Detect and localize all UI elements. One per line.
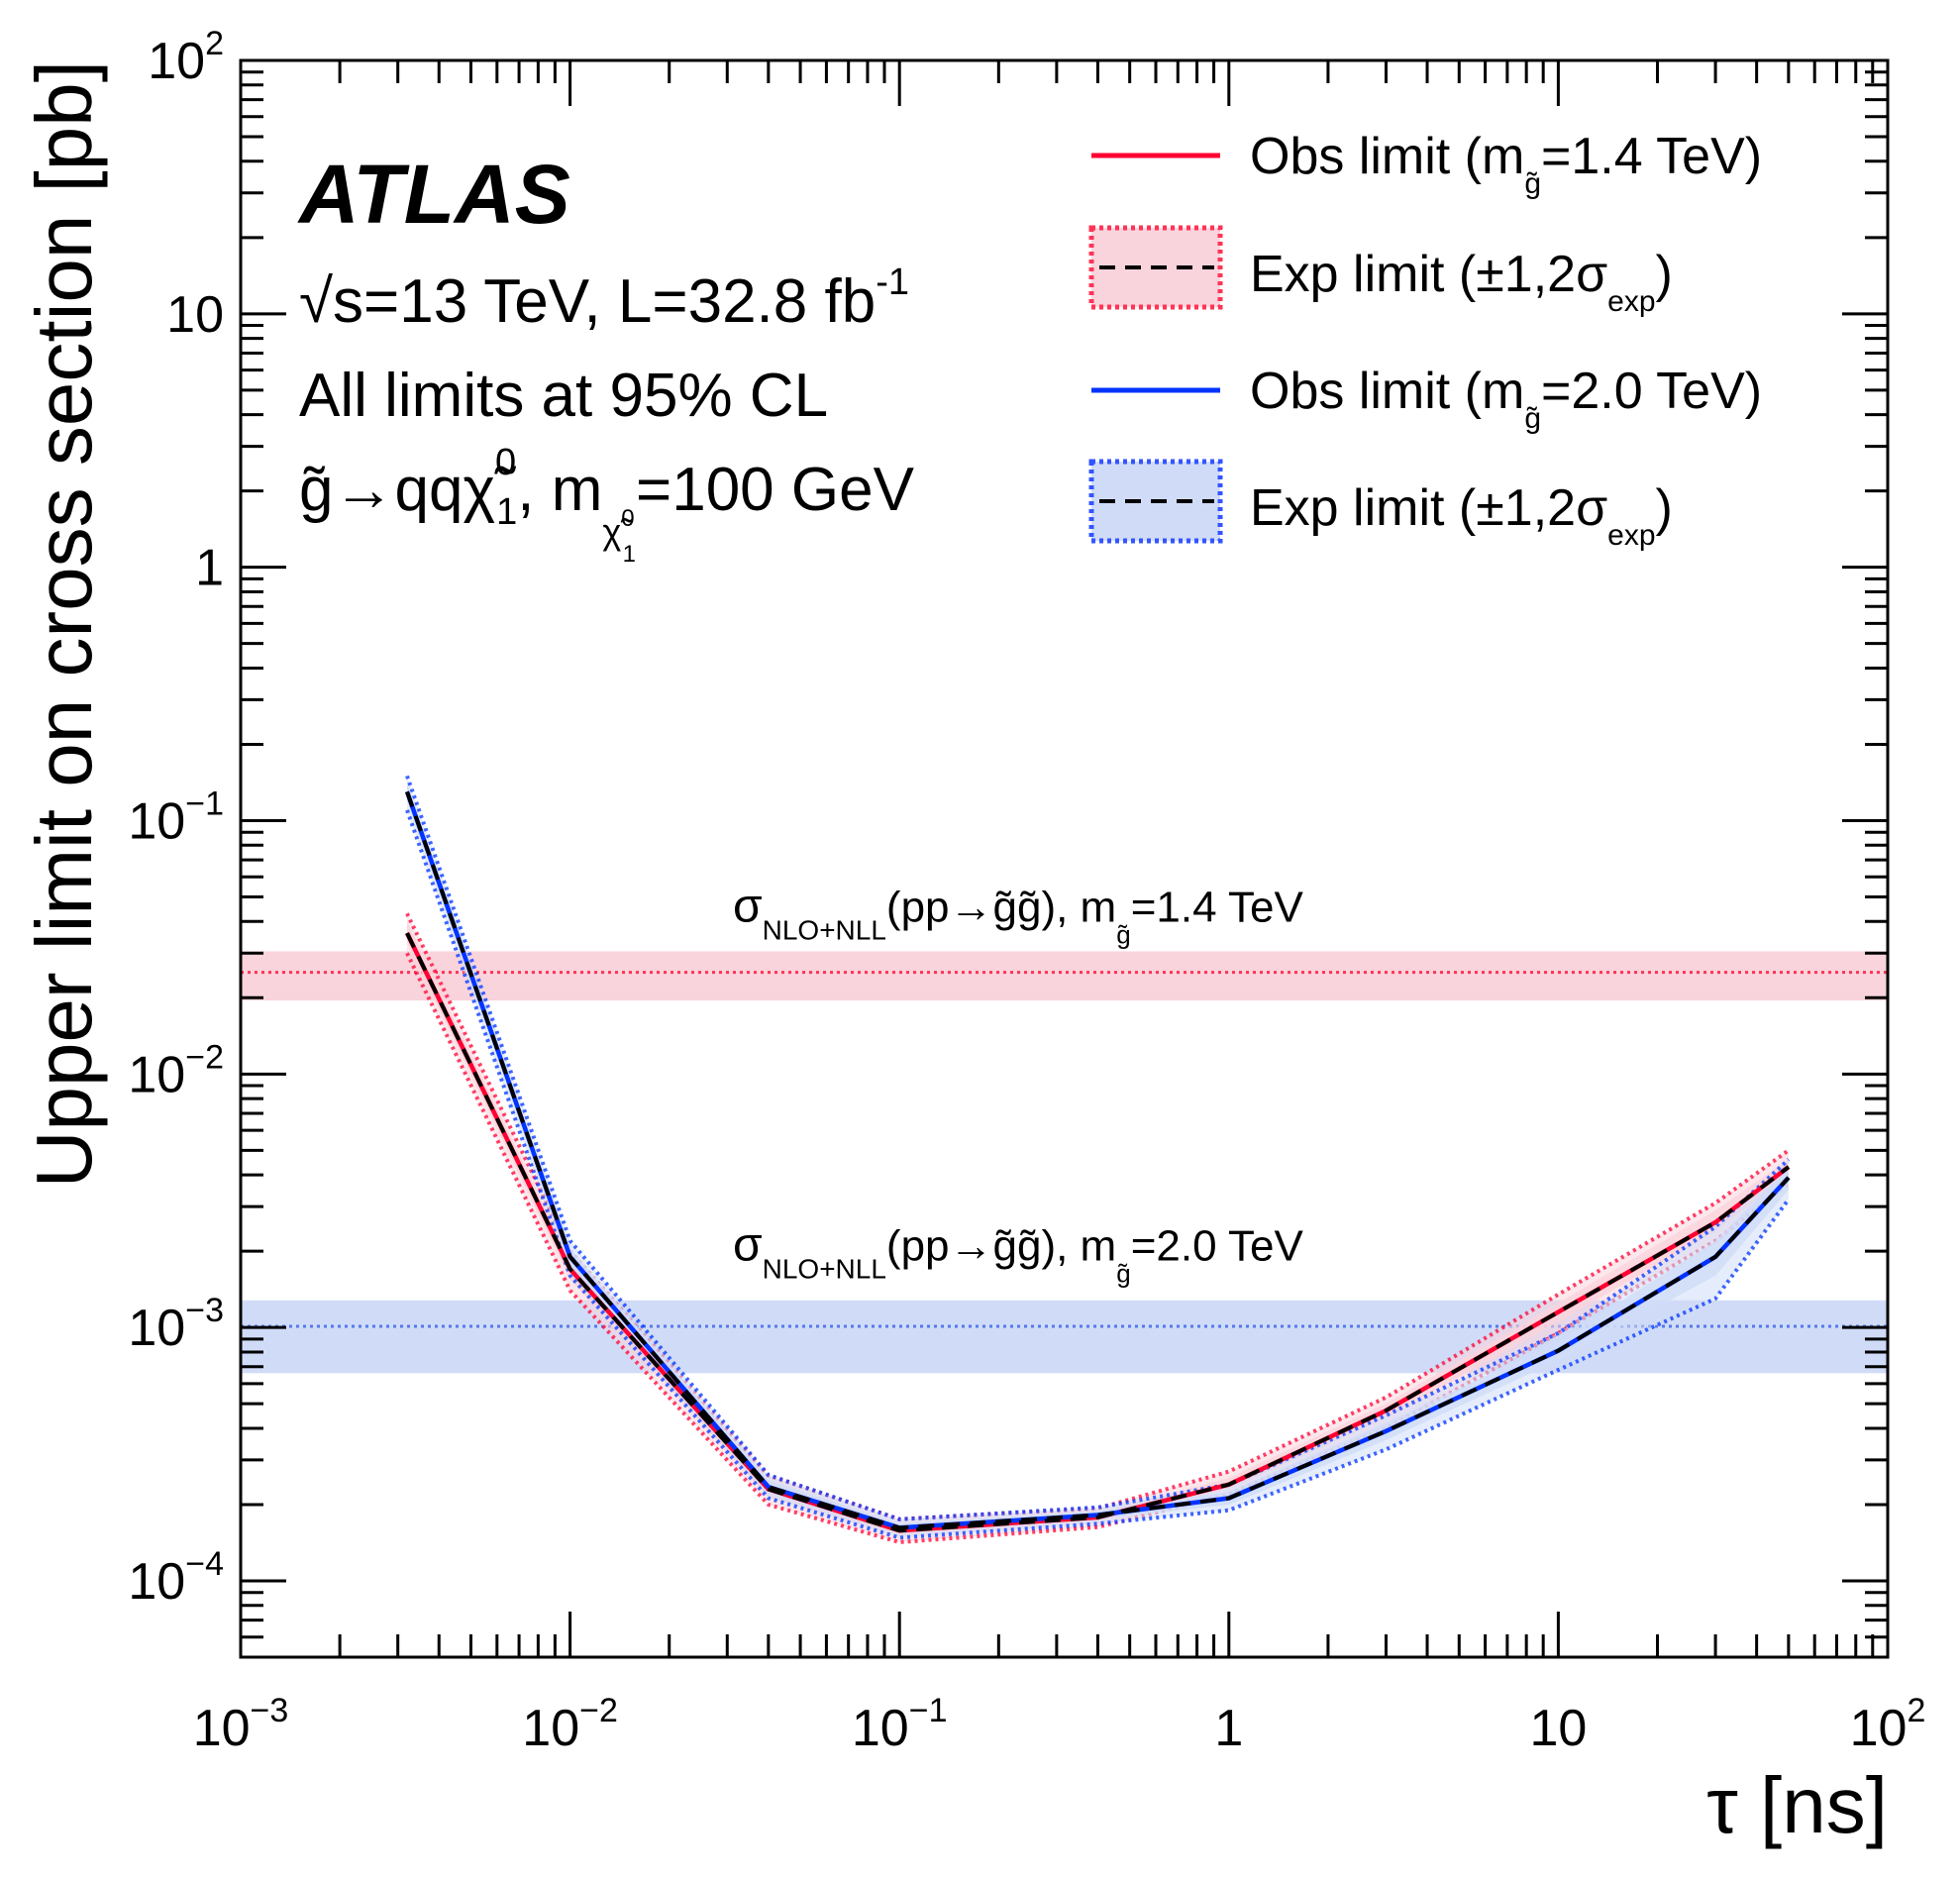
x-tick-label-base: 10 — [193, 1700, 251, 1757]
band-label-mass-subscript: g̃ — [1116, 919, 1130, 949]
x-tick-label-base: 10 — [1529, 1700, 1587, 1757]
y-tick-label-base: 10 — [128, 1300, 185, 1357]
y-tick-label-exponent: −1 — [185, 784, 224, 822]
band-label-subscript: NLO+NLL — [763, 914, 886, 945]
axis-labels: 10−3 10−2 10−1 1 10 10210−410−310−210−1110102… — [20, 25, 1925, 1849]
band-label-mass-value: =1.4 TeV — [1131, 883, 1304, 931]
y-tick-label-2: 10−2 — [128, 1038, 224, 1103]
band-label-mass-subscript: g̃ — [1116, 1259, 1130, 1289]
x-tick-label-exponent: −1 — [909, 1692, 948, 1729]
legend-label-subscript: g̃ — [1524, 402, 1541, 435]
process-decay: g̃→qqχ̃ — [299, 456, 517, 524]
process-label: g̃→qqχ̃0 1, mχ̃0 1=100 GeV — [299, 442, 915, 568]
y-tick-label-base: 10 — [166, 286, 224, 344]
legend-label-subscript: exp — [1607, 285, 1655, 318]
process-subscript: 1 — [496, 491, 517, 533]
expected-band-edge-high-exp14 — [405, 912, 1791, 1521]
legend-label-tail: =2.0 TeV) — [1541, 363, 1762, 420]
band-label-process: (pp→g̃g̃), m — [886, 1222, 1116, 1271]
y-tick-label-base: 10 — [128, 1553, 185, 1611]
theory-band-label-1: σNLO+NLL(pp→g̃g̃), mg̃=2.0 TeV — [733, 1219, 1303, 1289]
legend-label-subscript: exp — [1607, 519, 1655, 552]
x-tick-label-5: 102 — [1850, 1692, 1926, 1757]
expected-band-edge-high-exp20 — [405, 775, 1791, 1521]
x-tick-label-2: 10−1 — [852, 1692, 948, 1757]
energy-luminosity-text: √s=13 TeV, L=32.8 fb — [299, 267, 876, 336]
legend-label-1: Exp limit (±1,2σexp) — [1250, 246, 1673, 318]
band-label-subscript: NLO+NLL — [763, 1254, 886, 1285]
confidence-level-label: All limits at 95% CL — [299, 362, 828, 430]
process-mass-subscript-sub: 1 — [623, 541, 636, 568]
limit-curves — [404, 775, 1791, 1545]
x-tick-label-base: 1 — [1214, 1700, 1243, 1757]
y-tick-label-1: 10−3 — [128, 1292, 224, 1357]
y-tick-label-3: 10−1 — [128, 784, 224, 850]
y-tick-label-4: 1 — [195, 540, 224, 597]
x-tick-label-exponent: −2 — [579, 1692, 618, 1729]
y-tick-label-base: 10 — [128, 792, 185, 850]
x-tick-label-1: 10−2 — [522, 1692, 618, 1757]
legend-label-2: Obs limit (mg̃=2.0 TeV) — [1250, 363, 1762, 435]
y-tick-label-base: 10 — [128, 1046, 185, 1103]
process-superscript: 0 — [495, 442, 516, 483]
y-tick-label-5: 10 — [166, 286, 224, 344]
x-axis-title: τ [ns] — [1706, 1761, 1888, 1849]
band-label-process: (pp→g̃g̃), m — [886, 883, 1116, 931]
tick-marks — [239, 58, 1890, 1659]
band-label-sigma: σ — [733, 880, 763, 932]
legend-label-tail: ) — [1656, 479, 1673, 537]
atlas-annotations: ATLAS √s=13 TeV, L=32.8 fb-1 All limits at… — [297, 148, 915, 568]
x-tick-label-exponent: 2 — [1907, 1692, 1925, 1729]
y-axis-title: Upper limit on cross section [pb] — [20, 60, 108, 1188]
experiment-label: ATLAS — [297, 148, 570, 241]
legend-label-text: Obs limit (m — [1250, 128, 1524, 185]
x-tick-label-0: 10−3 — [193, 1692, 289, 1757]
legend: Obs limit (mg̃=1.4 TeV)Exp limit (±1,2σe… — [1088, 128, 1762, 552]
axis-ticks — [239, 58, 1890, 1659]
expected-band-1sigma-exp14 — [407, 921, 1789, 1535]
legend-label-subscript: g̃ — [1524, 167, 1541, 200]
y-tick-label-base: 10 — [148, 33, 205, 90]
luminosity-exponent: -1 — [876, 261, 909, 303]
x-tick-label-base: 10 — [852, 1700, 909, 1757]
band-label-sigma: σ — [733, 1219, 763, 1272]
y-tick-label-0: 10−4 — [128, 1545, 224, 1611]
expected-limit-exp20 — [405, 790, 1791, 1530]
y-tick-label-exponent: −3 — [185, 1292, 224, 1329]
x-tick-label-base: 10 — [522, 1700, 579, 1757]
expected-band-edge-low-exp20 — [405, 809, 1791, 1540]
x-tick-label-3: 1 — [1214, 1700, 1243, 1757]
theory-band-label-0: σNLO+NLL(pp→g̃g̃), mg̃=1.4 TeV — [733, 880, 1303, 949]
legend-label-text: Exp limit (±1,2σ — [1250, 246, 1607, 303]
legend-label-0: Obs limit (mg̃=1.4 TeV) — [1250, 128, 1762, 200]
process-mass-value: =100 GeV — [636, 456, 915, 524]
energy-luminosity-label: √s=13 TeV, L=32.8 fb-1 — [299, 261, 909, 336]
x-tick-label-base: 10 — [1850, 1700, 1908, 1757]
legend-label-tail: =1.4 TeV) — [1541, 128, 1762, 185]
y-tick-label-exponent: −4 — [185, 1545, 224, 1583]
process-mass-prefix: , m — [517, 456, 602, 524]
expected-limit-exp14 — [405, 932, 1791, 1533]
theory-band-0 — [241, 951, 1888, 1001]
legend-label-3: Exp limit (±1,2σexp) — [1250, 479, 1673, 552]
y-tick-label-6: 102 — [148, 25, 224, 90]
y-tick-label-exponent: 2 — [205, 25, 224, 62]
theory-band-labels: σNLO+NLL(pp→g̃g̃), mg̃=1.4 TeVσNLO+NLL(p… — [733, 880, 1303, 1288]
y-tick-label-base: 1 — [195, 540, 224, 597]
band-label-mass-value: =2.0 TeV — [1131, 1222, 1304, 1271]
x-tick-label-4: 10 — [1529, 1700, 1587, 1757]
process-mass-subscript-sup: 0 — [621, 505, 634, 532]
legend-label-tail: ) — [1656, 246, 1673, 303]
x-tick-label-exponent: −3 — [251, 1692, 289, 1729]
legend-label-text: Exp limit (±1,2σ — [1250, 479, 1607, 537]
y-tick-label-exponent: −2 — [185, 1038, 224, 1076]
legend-label-text: Obs limit (m — [1250, 363, 1524, 420]
